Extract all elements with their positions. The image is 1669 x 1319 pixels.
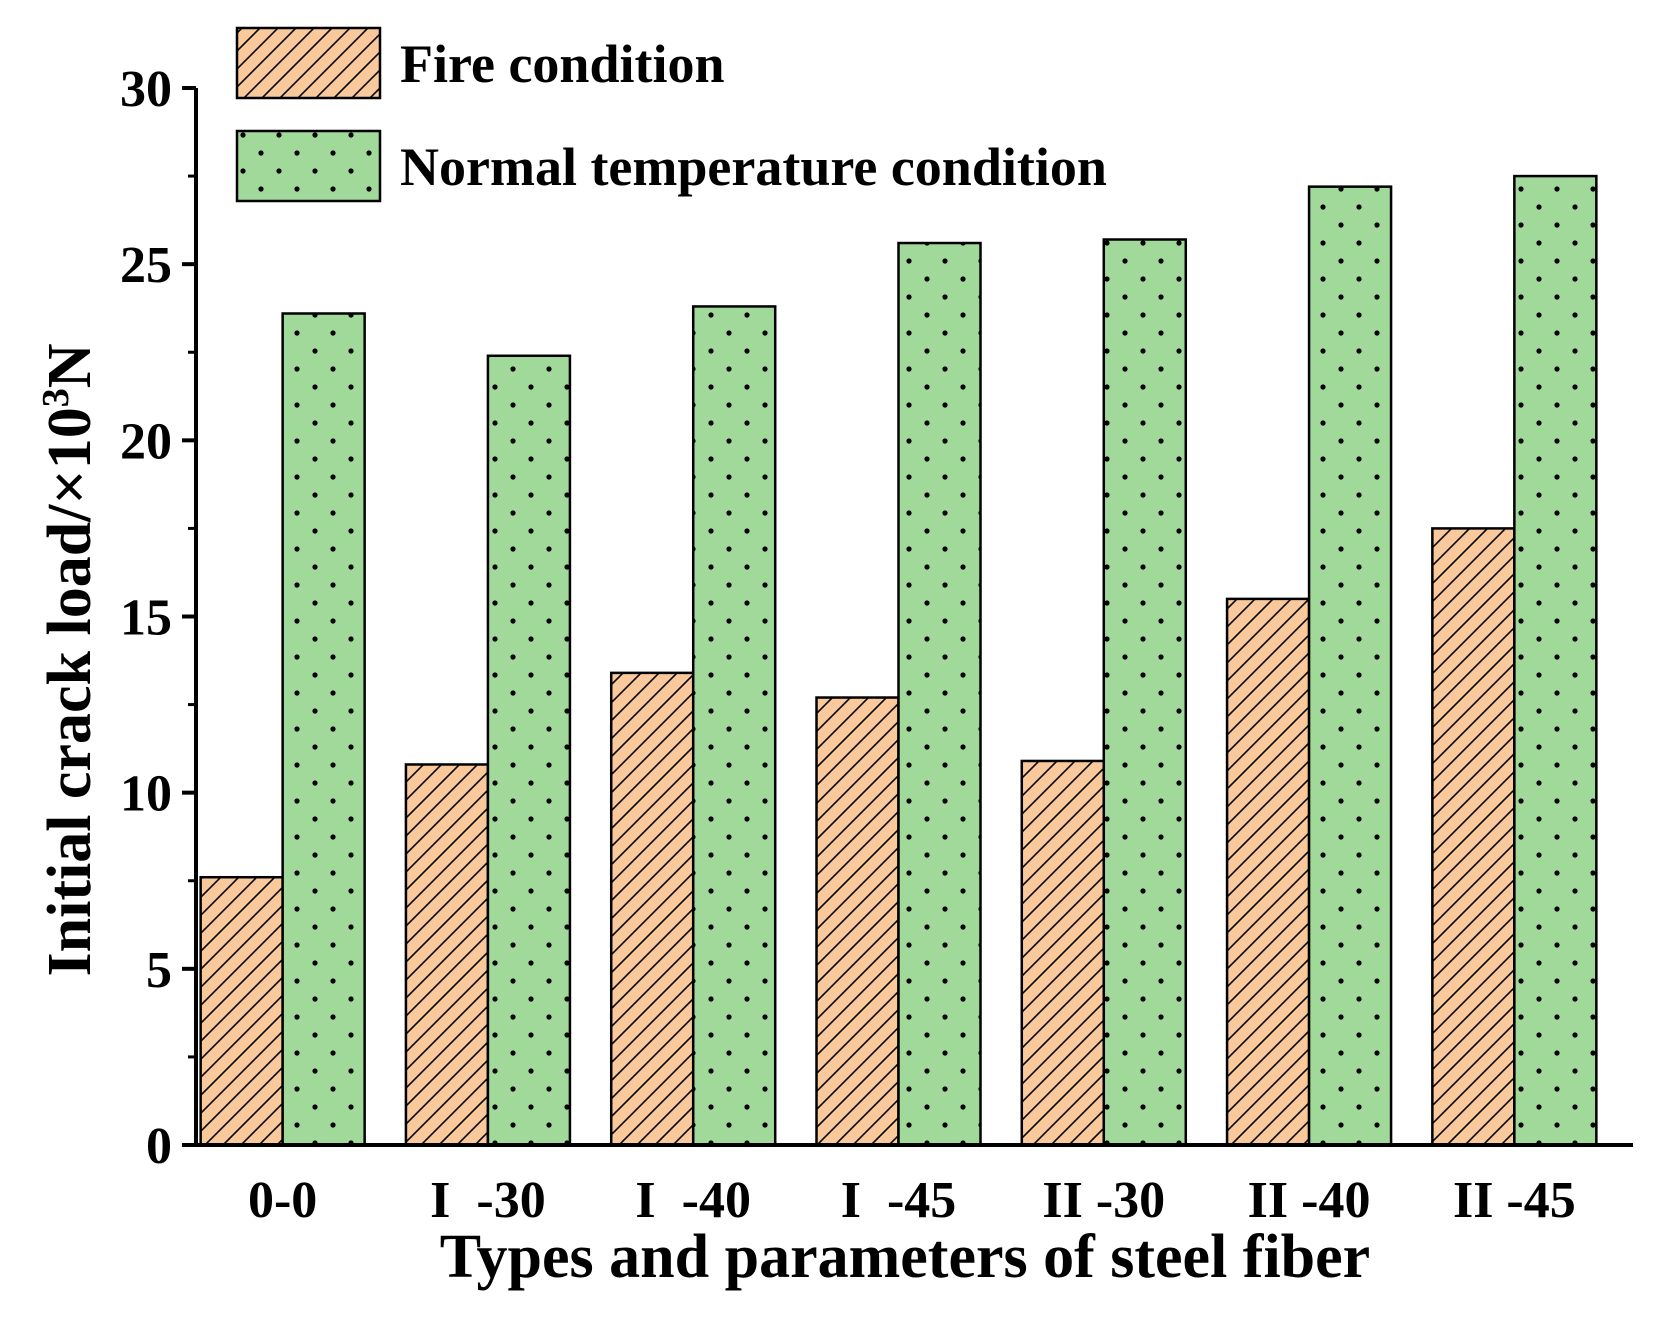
- bars-layer: [199, 174, 1598, 1147]
- bar-normal-1: [486, 354, 572, 1147]
- bar-normal-5: [1307, 185, 1393, 1147]
- y-tick-label-1: 5: [146, 942, 172, 999]
- bar-normal-0: [281, 312, 366, 1147]
- x-tick-label-0: 0-0: [248, 1172, 317, 1229]
- y-axis-title-suffix: N: [36, 343, 104, 388]
- y-tick-label-3: 15: [120, 590, 172, 647]
- y-axis-title: Initial crack load/×103N: [35, 343, 104, 976]
- x-tick-label-5: II -40: [1248, 1172, 1371, 1229]
- y-tick-label-0: 0: [146, 1118, 172, 1175]
- x-ticks-layer: 0-0 I -30 I -40 I -45 II -30 II -40 II -45: [248, 1172, 1576, 1229]
- legend-swatch-normal: [235, 129, 382, 203]
- x-tick-label-1: I -30: [430, 1172, 546, 1229]
- legend: Fire condition Normal temperature conditi…: [235, 26, 1107, 203]
- legend-label-normal: Normal temperature condition: [400, 137, 1107, 197]
- bar-fire-6: [1431, 527, 1516, 1147]
- bar-fire-3: [815, 696, 900, 1147]
- bar-fire-5: [1225, 597, 1311, 1147]
- y-ticks-layer: 0 5 10 15 20 25 30: [120, 61, 196, 1175]
- x-tick-label-6: II -45: [1453, 1172, 1576, 1229]
- legend-swatch-fire: [235, 26, 382, 100]
- y-axis-title-prefix: Initial crack load/×10: [36, 407, 104, 976]
- bar-fire-1: [404, 763, 490, 1147]
- y-axis-title-superscript: 3: [35, 388, 77, 407]
- bar-normal-6: [1513, 174, 1598, 1147]
- legend-label-fire: Fire condition: [400, 34, 725, 94]
- y-tick-label-2: 10: [120, 766, 172, 823]
- y-tick-label-4: 20: [120, 413, 172, 470]
- bar-fire-0: [199, 875, 284, 1147]
- x-axis-title: Types and parameters of steel fiber: [440, 1223, 1370, 1291]
- x-tick-label-2: I -40: [635, 1172, 751, 1229]
- bar-normal-2: [691, 305, 777, 1147]
- y-tick-label-6: 30: [120, 61, 172, 118]
- bar-normal-4: [1102, 238, 1188, 1147]
- y-tick-label-5: 25: [120, 237, 172, 294]
- x-tick-label-3: I -45: [841, 1172, 957, 1229]
- bar-fire-4: [1020, 759, 1106, 1147]
- x-tick-label-4: II -30: [1042, 1172, 1165, 1229]
- bar-normal-3: [897, 241, 982, 1147]
- bar-fire-2: [609, 671, 695, 1147]
